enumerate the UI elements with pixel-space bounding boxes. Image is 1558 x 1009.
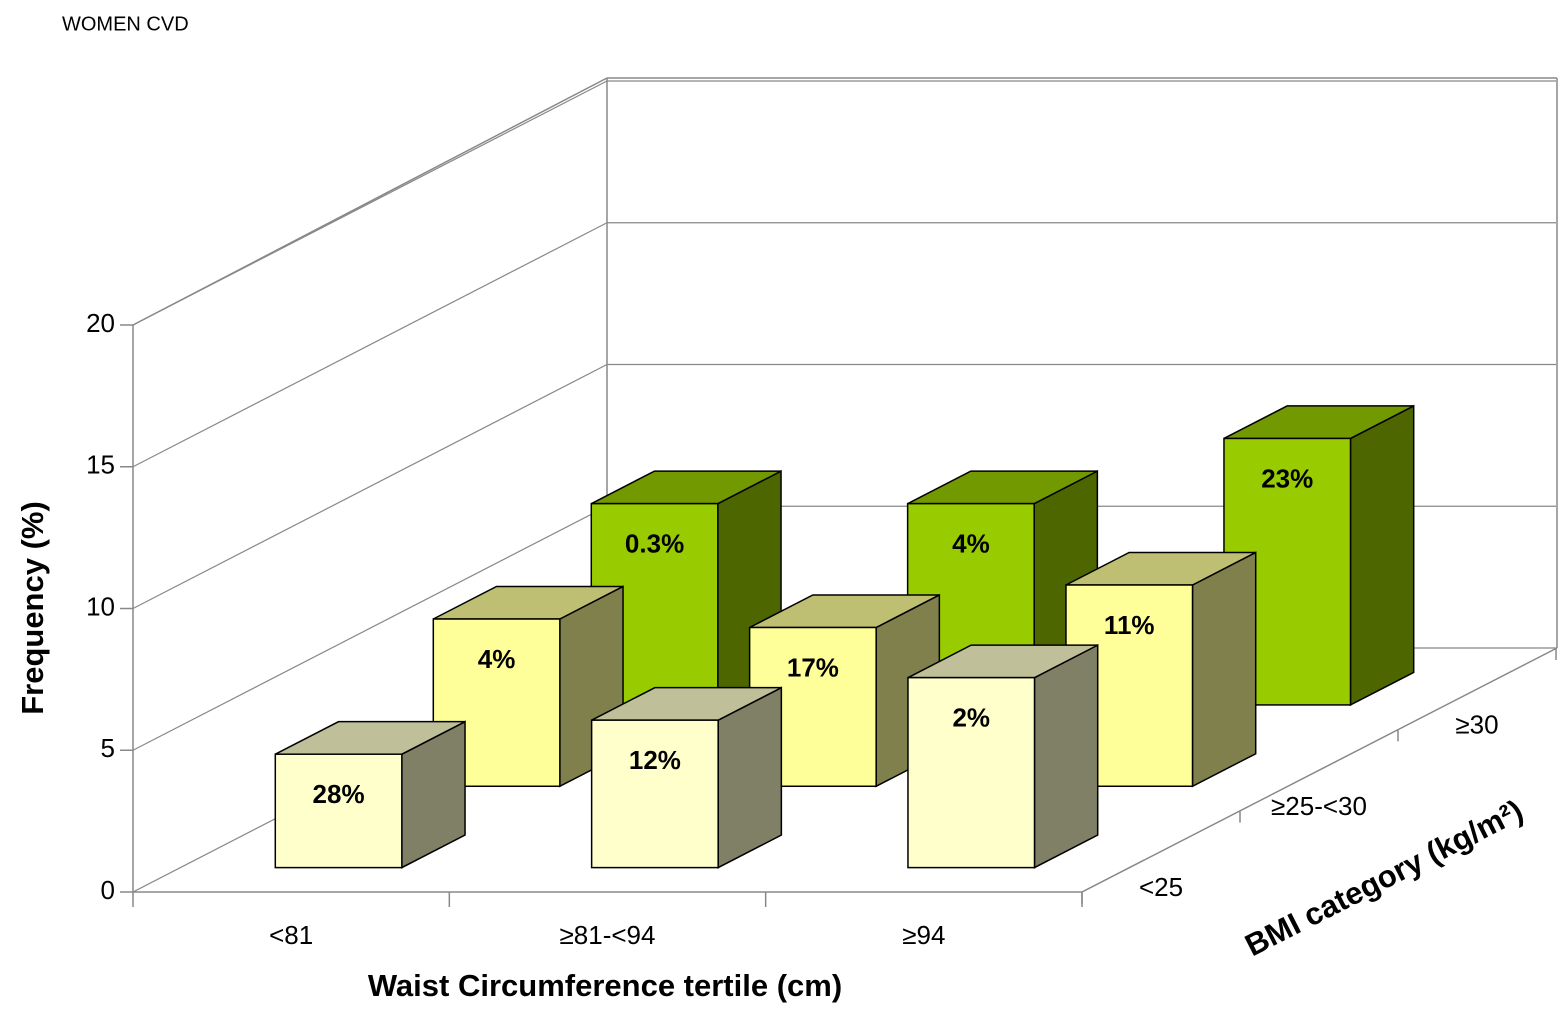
grid-line	[132, 363, 608, 610]
data-label: 4%	[952, 529, 990, 559]
z-tick-label: ≥30	[1455, 710, 1498, 740]
grid-line	[132, 222, 608, 468]
data-label: 2%	[952, 703, 990, 733]
z-tick-label: <25	[1139, 872, 1183, 902]
y-tick-label: 5	[101, 733, 115, 763]
z-tick-label: ≥25-<30	[1271, 791, 1367, 821]
bar-side	[1191, 551, 1257, 788]
y-tick-label: 15	[86, 450, 115, 480]
z-axis-line	[1081, 647, 1558, 893]
data-label: 4%	[478, 644, 516, 674]
x-tick-label: ≥81-<94	[560, 920, 656, 950]
y-axis-title: Frequency (%)	[15, 501, 50, 715]
data-label: 12%	[629, 745, 681, 775]
data-label: 11%	[1104, 610, 1155, 640]
data-label: 28%	[313, 779, 365, 809]
bar-side	[1349, 404, 1415, 707]
y-tick-label: 20	[86, 308, 115, 338]
grid-line	[132, 80, 608, 326]
bar	[274, 753, 403, 869]
x-tick-label: ≥94	[902, 920, 945, 950]
x-tick-label: <81	[269, 920, 313, 950]
data-label: 17%	[787, 652, 839, 682]
x-axis-title: Waist Circumference tertile (cm)	[368, 968, 842, 1003]
chart-title: WOMEN CVD	[62, 13, 189, 35]
y-tick-label: 10	[86, 591, 115, 621]
bar-side	[1033, 643, 1099, 869]
data-label: 23%	[1261, 463, 1313, 493]
data-label: 0.3%	[625, 529, 684, 559]
grid-line	[132, 505, 608, 751]
bar	[907, 676, 1036, 869]
y-tick-label: 0	[101, 875, 115, 905]
bar	[590, 719, 719, 869]
axes-frame	[132, 77, 1558, 893]
